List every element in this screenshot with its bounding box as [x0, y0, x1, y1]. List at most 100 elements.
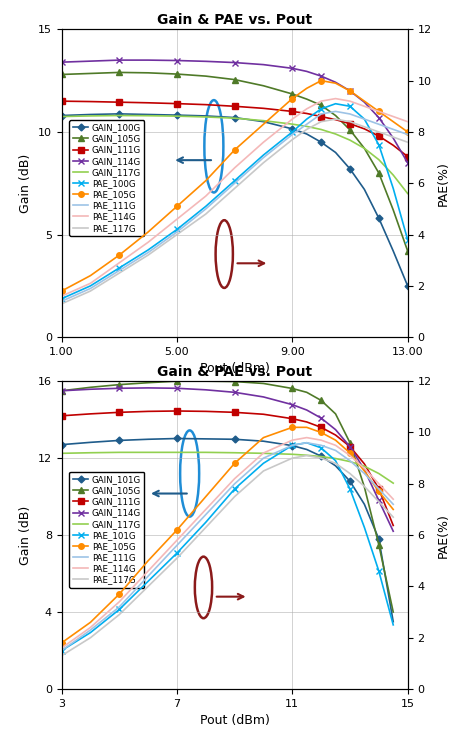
GAIN_111G	[362, 125, 367, 133]
Line: GAIN_114G: GAIN_114G	[58, 384, 397, 534]
PAE_117G	[174, 554, 180, 563]
GAIN_111G	[318, 112, 324, 121]
GAIN_111G	[203, 407, 209, 416]
GAIN_117G	[261, 117, 266, 125]
GAIN_105G	[333, 410, 338, 419]
GAIN_105G	[174, 70, 180, 78]
Y-axis label: Gain (dB): Gain (dB)	[19, 506, 32, 564]
GAIN_100G	[145, 110, 151, 119]
PAE_111G	[88, 626, 93, 635]
GAIN_101G	[318, 452, 324, 460]
PAE_114G	[203, 505, 209, 514]
PAE_100G	[203, 202, 209, 211]
GAIN_105G	[376, 169, 382, 177]
GAIN_111G	[333, 115, 338, 124]
PAE_114G	[203, 191, 209, 200]
GAIN_111G	[232, 408, 237, 417]
GAIN_105G	[376, 540, 382, 549]
Line: GAIN_105G: GAIN_105G	[58, 378, 396, 615]
PAE_105G	[203, 493, 209, 501]
GAIN_114G	[290, 400, 295, 409]
GAIN_111G	[117, 408, 122, 417]
PAE_105G	[347, 86, 353, 95]
GAIN_114G	[232, 388, 237, 397]
PAE_111G	[174, 541, 180, 550]
GAIN_105G	[304, 388, 310, 397]
GAIN_117G	[145, 448, 151, 457]
GAIN_114G	[203, 57, 209, 66]
GAIN_111G	[174, 99, 180, 108]
PAE_111G	[261, 153, 266, 162]
GAIN_117G	[59, 449, 64, 457]
GAIN_105G	[405, 246, 410, 255]
GAIN_100G	[376, 214, 382, 223]
GAIN_105G	[391, 608, 396, 616]
PAE_117G	[59, 652, 64, 660]
GAIN_117G	[174, 111, 180, 120]
GAIN_117G	[88, 449, 93, 457]
Line: GAIN_100G: GAIN_100G	[59, 111, 410, 288]
GAIN_101G	[117, 436, 122, 445]
GAIN_105G	[88, 69, 93, 78]
PAE_105G	[333, 436, 338, 445]
GAIN_117G	[117, 111, 122, 120]
GAIN_114G	[391, 527, 396, 536]
PAE_111G	[59, 297, 64, 306]
GAIN_117G	[117, 448, 122, 457]
Title: Gain & PAE vs. Pout: Gain & PAE vs. Pout	[157, 364, 312, 379]
GAIN_100G	[203, 111, 209, 120]
GAIN_101G	[88, 438, 93, 446]
GAIN_117G	[290, 450, 295, 459]
PAE_101G	[117, 605, 122, 614]
PAE_117G	[362, 122, 367, 131]
GAIN_105G	[117, 68, 122, 77]
GAIN_117G	[318, 125, 324, 134]
GAIN_111G	[203, 100, 209, 109]
PAE_105G	[318, 428, 324, 437]
PAE_100G	[391, 184, 396, 193]
PAE_117G	[261, 158, 266, 167]
PAE_114G	[347, 97, 353, 106]
PAE_100G	[261, 151, 266, 160]
PAE_117G	[290, 136, 295, 144]
PAE_117G	[362, 482, 367, 491]
GAIN_105G	[117, 380, 122, 389]
GAIN_100G	[405, 281, 410, 290]
PAE_111G	[88, 284, 93, 292]
PAE_101G	[391, 620, 396, 629]
GAIN_100G	[232, 113, 237, 122]
GAIN_105G	[333, 111, 338, 120]
PAE_105G	[88, 271, 93, 280]
GAIN_114G	[290, 64, 295, 73]
Line: PAE_105G: PAE_105G	[59, 78, 410, 294]
GAIN_117G	[376, 155, 382, 164]
Line: GAIN_117G: GAIN_117G	[62, 452, 393, 483]
GAIN_105G	[362, 482, 367, 491]
PAE_105G	[261, 433, 266, 442]
PAE_100G	[318, 104, 324, 113]
PAE_101G	[290, 441, 295, 450]
GAIN_100G	[59, 111, 64, 120]
PAE_111G	[232, 179, 237, 188]
PAE_117G	[333, 115, 338, 124]
GAIN_111G	[59, 411, 64, 420]
PAE_114G	[145, 237, 151, 246]
GAIN_105G	[145, 68, 151, 77]
PAE_117G	[88, 633, 93, 642]
GAIN_111G	[304, 109, 310, 118]
Line: PAE_117G: PAE_117G	[62, 456, 393, 656]
GAIN_101G	[145, 435, 151, 443]
GAIN_105G	[59, 386, 64, 395]
GAIN_105G	[232, 377, 237, 386]
PAE_101G	[362, 523, 367, 532]
GAIN_105G	[304, 95, 310, 103]
PAE_111G	[117, 266, 122, 275]
GAIN_117G	[174, 448, 180, 457]
GAIN_101G	[333, 462, 338, 471]
GAIN_105G	[261, 81, 266, 90]
PAE_105G	[290, 95, 295, 103]
GAIN_114G	[261, 393, 266, 402]
GAIN_114G	[59, 386, 64, 395]
PAE_111G	[362, 469, 367, 478]
PAE_105G	[333, 79, 338, 88]
